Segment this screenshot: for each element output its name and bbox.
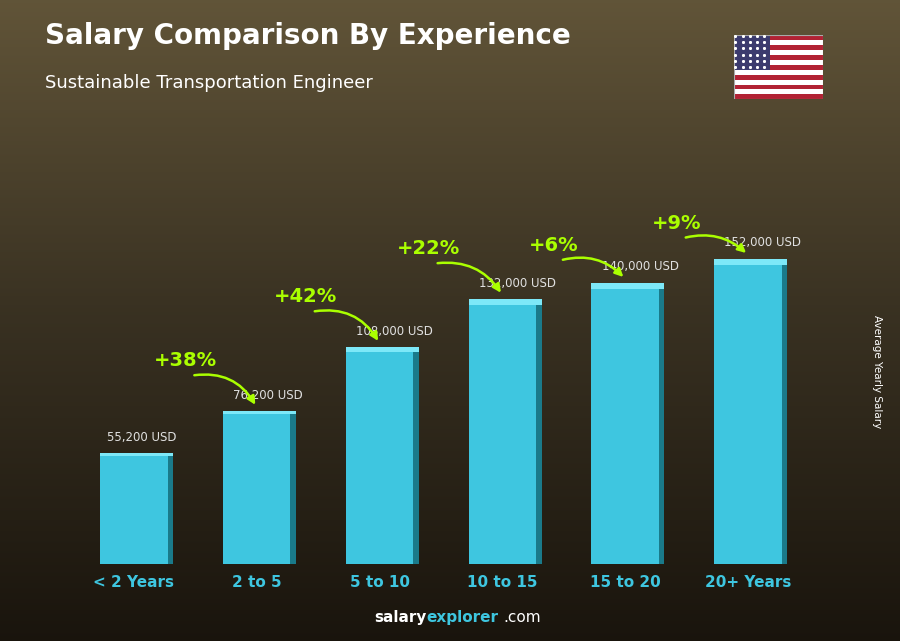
Bar [734, 85, 824, 90]
Text: 76,200 USD: 76,200 USD [233, 388, 302, 402]
Bar [291, 411, 296, 564]
Bar [734, 55, 824, 60]
Text: Salary Comparison By Experience: Salary Comparison By Experience [45, 22, 571, 51]
Bar [734, 65, 824, 70]
Bar [591, 283, 659, 564]
Text: +42%: +42% [274, 287, 338, 306]
Bar [346, 347, 419, 352]
Bar [734, 75, 824, 79]
Bar [734, 50, 824, 55]
Bar [100, 453, 167, 564]
Text: explorer: explorer [427, 610, 499, 625]
Text: 55,200 USD: 55,200 USD [107, 431, 176, 444]
Bar [715, 258, 782, 564]
Text: 140,000 USD: 140,000 USD [601, 260, 679, 274]
Bar [346, 347, 413, 564]
Bar [715, 258, 788, 265]
Text: 108,000 USD: 108,000 USD [356, 325, 433, 338]
Bar [734, 79, 824, 85]
Bar [536, 299, 542, 564]
Bar [734, 35, 770, 70]
Bar [734, 40, 824, 45]
Text: 152,000 USD: 152,000 USD [724, 237, 802, 249]
Bar [659, 283, 664, 564]
Text: salary: salary [374, 610, 427, 625]
Bar [734, 70, 824, 75]
Text: +22%: +22% [397, 239, 460, 258]
Bar [413, 347, 418, 564]
Bar [734, 45, 824, 50]
Bar [167, 453, 173, 564]
Text: .com: .com [503, 610, 541, 625]
Bar [734, 60, 824, 65]
Bar [734, 35, 824, 40]
Bar [223, 411, 296, 414]
Text: Sustainable Transportation Engineer: Sustainable Transportation Engineer [45, 74, 373, 92]
Bar [223, 411, 291, 564]
Text: +9%: +9% [652, 214, 702, 233]
Bar [734, 94, 824, 99]
Bar [469, 299, 542, 304]
Bar [591, 283, 664, 289]
Bar [782, 258, 788, 564]
Text: Average Yearly Salary: Average Yearly Salary [872, 315, 883, 428]
Text: +38%: +38% [154, 351, 217, 370]
Bar [734, 90, 824, 94]
Text: +6%: +6% [529, 236, 579, 255]
Text: 132,000 USD: 132,000 USD [479, 276, 556, 290]
Bar [100, 453, 173, 456]
Bar [469, 299, 536, 564]
